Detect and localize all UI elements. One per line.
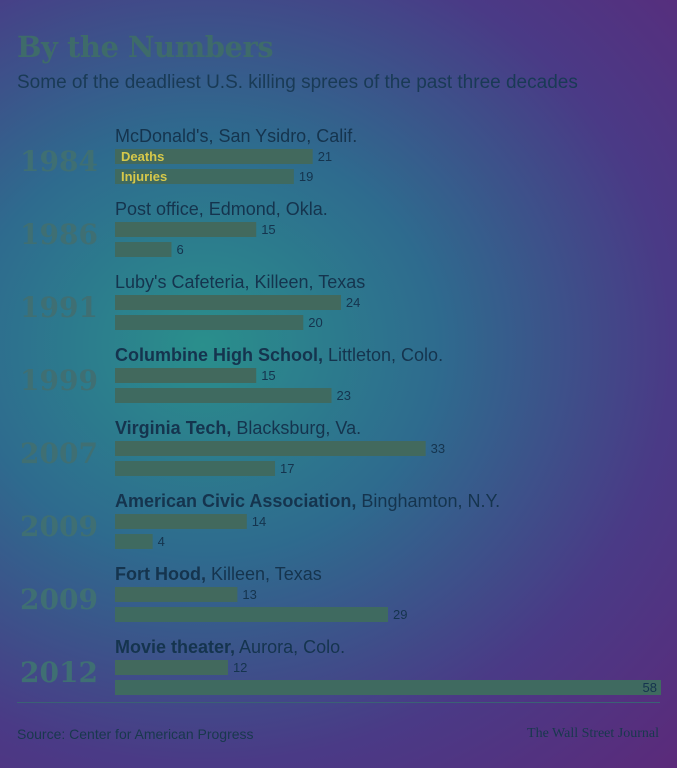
injuries-bar: [115, 315, 304, 330]
deaths-value: 14: [252, 514, 266, 529]
deaths-value: 12: [233, 660, 247, 675]
event-place: Binghamton, N.Y.: [356, 491, 500, 511]
injuries-value: 19: [299, 169, 313, 184]
event-place: Aurora, Colo.: [235, 637, 345, 657]
injuries-bar: [115, 534, 153, 549]
event-label: Post office, Edmond, Okla.: [115, 199, 328, 219]
deaths-bar: [115, 149, 313, 164]
deaths-value: 15: [261, 222, 275, 237]
year-label: 1984: [20, 145, 98, 178]
event-place: Luby's Cafeteria, Killeen, Texas: [115, 272, 365, 292]
publisher-credit: The Wall Street Journal: [527, 726, 659, 741]
event-label: McDonald's, San Ysidro, Calif.: [115, 126, 357, 146]
injuries-bar: [115, 680, 661, 695]
injuries-bar: [115, 242, 172, 257]
divider: [17, 702, 660, 703]
event-place: Blacksburg, Va.: [231, 418, 361, 438]
event-place: McDonald's, San Ysidro, Calif.: [115, 126, 357, 146]
event-label: Columbine High School, Littleton, Colo.: [115, 345, 443, 365]
deaths-value: 24: [346, 295, 360, 310]
deaths-value: 13: [242, 587, 256, 602]
year-label: 2007: [20, 437, 98, 470]
deaths-bar: [115, 587, 238, 602]
source-note: Source: Center for American Progress: [17, 726, 254, 742]
injuries-value: 23: [337, 388, 351, 403]
event-place: Littleton, Colo.: [323, 345, 443, 365]
year-label: 1986: [20, 218, 98, 251]
deaths-value: 21: [318, 149, 332, 164]
legend-deaths: Deaths: [121, 149, 164, 164]
injuries-bar: [115, 388, 332, 403]
event-label: Fort Hood, Killeen, Texas: [115, 564, 322, 584]
event-place: Killeen, Texas: [206, 564, 322, 584]
legend-injuries: Injuries: [121, 169, 167, 184]
injuries-value: 58: [643, 680, 657, 695]
deaths-bar: [115, 295, 341, 310]
year-label: 2009: [20, 510, 98, 543]
chart-title: By the Numbers: [17, 30, 274, 64]
event-label: Virginia Tech, Blacksburg, Va.: [115, 418, 361, 438]
event-name: Movie theater,: [115, 637, 235, 657]
injuries-bar: [115, 461, 276, 476]
deaths-bar: [115, 222, 257, 237]
year-label: 2009: [20, 583, 98, 616]
event-name: American Civic Association,: [115, 491, 356, 511]
year-label: 1991: [20, 291, 98, 324]
injuries-value: 20: [308, 315, 322, 330]
deaths-bar: [115, 660, 228, 675]
deaths-value: 15: [261, 368, 275, 383]
injuries-value: 6: [176, 242, 183, 257]
injuries-value: 4: [158, 534, 165, 549]
event-name: Virginia Tech,: [115, 418, 231, 438]
event-label: Luby's Cafeteria, Killeen, Texas: [115, 272, 365, 292]
deaths-bar: [115, 368, 257, 383]
event-name: Fort Hood,: [115, 564, 206, 584]
deaths-bar: [115, 441, 426, 456]
chart-subtitle: Some of the deadliest U.S. killing spree…: [17, 72, 578, 93]
year-label: 2012: [20, 656, 98, 689]
injuries-bar: [115, 607, 388, 622]
event-label: Movie theater, Aurora, Colo.: [115, 637, 345, 657]
event-name: Columbine High School,: [115, 345, 323, 365]
deaths-value: 33: [431, 441, 445, 456]
deaths-bar: [115, 514, 247, 529]
event-place: Post office, Edmond, Okla.: [115, 199, 328, 219]
injuries-bar: [115, 169, 294, 184]
injuries-value: 17: [280, 461, 294, 476]
year-label: 1999: [20, 364, 98, 397]
injuries-value: 29: [393, 607, 407, 622]
event-label: American Civic Association, Binghamton, …: [115, 491, 500, 511]
